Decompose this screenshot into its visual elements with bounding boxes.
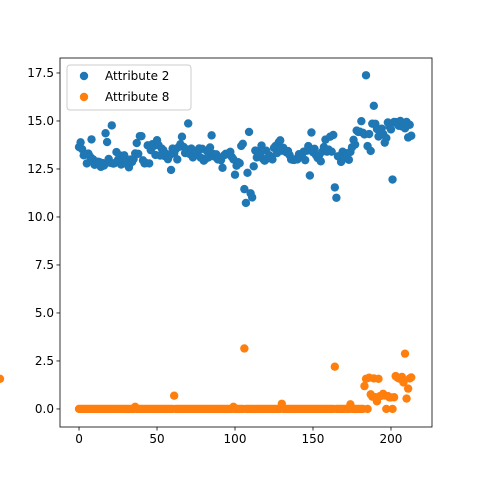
axes-frame xyxy=(59,57,433,428)
scatter-point xyxy=(364,129,374,139)
scatter-point xyxy=(241,198,251,208)
scatter-point xyxy=(357,116,366,126)
y-tick-label: 17.5 xyxy=(27,66,54,80)
scatter-point xyxy=(382,404,391,414)
scatter-point xyxy=(316,157,325,166)
scatter-point xyxy=(235,159,244,168)
scatter-point xyxy=(240,344,249,353)
scatter-point xyxy=(403,384,413,393)
scatter-point xyxy=(382,133,391,143)
scatter-point xyxy=(310,144,319,154)
scatter-point xyxy=(330,183,340,192)
scatter-point xyxy=(399,378,408,387)
y-tick-label: 7.5 xyxy=(35,258,54,272)
y-tick-label: 0.0 xyxy=(35,402,54,416)
x-tick-label: 0 xyxy=(75,432,83,446)
scatter-point xyxy=(388,404,397,414)
scatter-point xyxy=(243,168,252,178)
x-tick-label: 200 xyxy=(380,432,403,446)
scatter-point xyxy=(107,121,116,130)
scatter-point xyxy=(87,135,96,144)
scatter-point xyxy=(177,132,187,141)
scatter-point xyxy=(134,149,143,159)
scatter-point xyxy=(184,119,193,128)
scatter-point xyxy=(268,155,277,164)
scatter-point xyxy=(173,155,182,164)
scatter-point xyxy=(101,129,110,138)
scatter-point xyxy=(350,140,360,149)
scatter-point xyxy=(218,163,227,173)
scatter-point xyxy=(137,131,146,141)
scatter-point xyxy=(276,136,285,145)
y-tick-label: 10.0 xyxy=(27,210,54,224)
scatter-point xyxy=(132,138,141,148)
scatter-point xyxy=(388,175,397,184)
scatter-point xyxy=(363,404,372,414)
scatter-point xyxy=(249,162,258,171)
scatter-point xyxy=(344,155,354,164)
scatter-point xyxy=(230,170,240,179)
scatter-point xyxy=(166,165,176,175)
scatter-point xyxy=(386,125,396,134)
legend-label: Attribute 2 xyxy=(105,69,169,83)
scatter-point xyxy=(330,362,340,371)
scatter-point xyxy=(102,137,112,147)
legend-marker xyxy=(79,92,89,102)
scatter-point xyxy=(329,130,338,140)
scatter-point xyxy=(244,127,254,137)
scatter-point xyxy=(305,171,315,180)
legend-box xyxy=(66,64,192,111)
scatter-point xyxy=(327,147,336,156)
scatter-point xyxy=(360,381,369,391)
scatter-point xyxy=(374,374,383,384)
scatter-point xyxy=(369,101,379,111)
y-tick-label: 12.5 xyxy=(27,162,54,176)
scatter-point xyxy=(76,138,85,147)
scatter-point xyxy=(407,131,416,140)
scatter-point xyxy=(0,374,5,384)
scatter-point xyxy=(400,349,410,358)
scatter-point xyxy=(205,143,215,152)
scatter-point xyxy=(300,155,310,165)
scatter-point xyxy=(366,146,375,156)
scatter-point xyxy=(240,184,249,194)
scatter-point xyxy=(389,393,399,402)
legend-marker xyxy=(79,71,89,81)
x-tick-label: 150 xyxy=(302,432,325,446)
scatter-point xyxy=(82,159,92,168)
scatter-point xyxy=(332,193,341,202)
scatter-point xyxy=(407,373,416,382)
y-tick-label: 5.0 xyxy=(35,306,54,320)
scatter-point xyxy=(405,120,414,130)
x-tick-label: 50 xyxy=(149,432,164,446)
legend-label: Attribute 8 xyxy=(105,90,169,104)
y-tick-label: 15.0 xyxy=(27,114,54,128)
y-tick-label: 2.5 xyxy=(35,354,54,368)
scatter-point xyxy=(247,193,257,202)
scatter-point xyxy=(145,159,154,168)
scatter-point xyxy=(307,128,316,137)
scatter-point xyxy=(207,131,216,140)
scatter-point xyxy=(402,394,411,403)
x-tick-label: 100 xyxy=(224,432,247,446)
scatter-point xyxy=(361,71,371,80)
scatter-point xyxy=(238,139,248,149)
scatter-point xyxy=(169,391,179,400)
